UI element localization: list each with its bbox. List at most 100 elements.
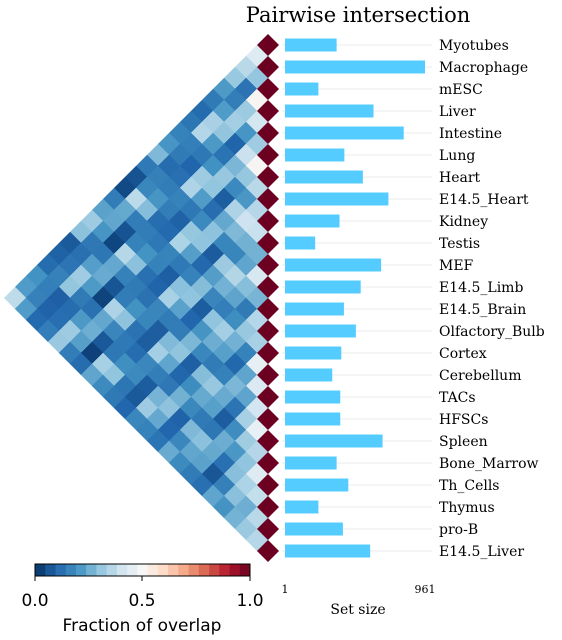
set-size-bar [285, 478, 349, 492]
colorbar-segment [116, 564, 128, 576]
set-size-bar [285, 192, 389, 206]
colorbar-segment [229, 564, 241, 576]
set-size-bar [285, 126, 404, 140]
colorbar-segment [65, 564, 77, 576]
category-label: MEF [439, 258, 474, 274]
category-label: Intestine [439, 126, 502, 142]
set-size-bar [285, 390, 341, 404]
diagonal-marker [257, 430, 279, 452]
category-label: pro-B [439, 522, 478, 538]
set-size-bar [285, 82, 319, 96]
diagonal-marker [257, 408, 279, 430]
set-size-bar [285, 236, 316, 250]
set-size-max-label: 961 [415, 583, 436, 596]
category-label: Th_Cells [439, 478, 500, 494]
set-size-bar [285, 500, 319, 514]
category-label: E14.5_Liver [439, 544, 524, 560]
set-size-bar [285, 412, 341, 426]
colorbar-segment [168, 564, 179, 576]
diagonal-marker [257, 210, 279, 232]
diagonal-marker [257, 386, 279, 408]
category-label: Bone_Marrow [439, 456, 539, 472]
diagonal-marker [257, 342, 279, 364]
set-size-bar [285, 280, 361, 294]
colorbar-segment [188, 564, 200, 576]
diagonal-marker [257, 452, 279, 474]
diagonal-marker [257, 122, 279, 144]
category-label: Spleen [439, 434, 488, 450]
category-label: Lung [439, 148, 475, 164]
category-label: Olfactory_Bulb [439, 324, 545, 340]
category-label: E14.5_Heart [439, 192, 529, 208]
colorbar-tick-0: 0.0 [21, 591, 48, 611]
colorbar-label: Fraction of overlap [63, 616, 222, 636]
category-label: Cerebellum [439, 368, 521, 384]
colorbar-segment [137, 564, 148, 576]
set-size-bar [285, 38, 337, 52]
set-size-bar [285, 434, 383, 448]
category-label: Macrophage [439, 60, 528, 76]
colorbar-segment [209, 564, 220, 576]
colorbar-tick-2: 1.0 [236, 591, 263, 611]
colorbar [34, 563, 251, 581]
category-label: TACs [439, 390, 476, 406]
category-labels: Myotubes Macrophage mESC Liver Intestine Lung… [439, 38, 545, 560]
category-label: E14.5_Brain [439, 302, 526, 318]
set-size-bar [285, 170, 363, 184]
colorbar-segment [147, 564, 159, 576]
diagonal-marker [257, 144, 279, 166]
diagonal-marker [257, 254, 279, 276]
colorbar-segment [75, 564, 87, 576]
colorbar-segment [35, 564, 46, 576]
category-label: Thymus [439, 500, 495, 516]
diagonal-marker [257, 320, 279, 342]
category-label: Testis [439, 236, 480, 252]
colorbar-segment [45, 564, 56, 576]
diagonal-markers [257, 34, 279, 562]
set-size-bars [285, 38, 425, 558]
category-label: HFSCs [439, 412, 488, 428]
diagonal-marker [257, 540, 279, 562]
set-size-axis-label: Set size [330, 602, 385, 618]
category-label: Heart [439, 170, 481, 186]
category-label: Liver [439, 104, 476, 120]
set-size-bar [285, 544, 371, 558]
diagonal-marker [257, 496, 279, 518]
colorbar-segment [96, 564, 107, 576]
set-size-bar [285, 302, 344, 316]
set-size-min-label: 1 [282, 583, 289, 596]
diagonal-marker [257, 166, 279, 188]
category-label: Kidney [439, 214, 488, 230]
diagonal-marker [257, 34, 279, 56]
diagonal-marker [257, 298, 279, 320]
chart-title: Pairwise intersection [246, 3, 470, 27]
diagonal-marker [257, 518, 279, 540]
set-size-bar [285, 214, 340, 228]
diagonal-marker [257, 276, 279, 298]
diagonal-marker [257, 56, 279, 78]
colorbar-segment [106, 564, 118, 576]
category-label: Cortex [439, 346, 487, 362]
diagonal-marker [257, 474, 279, 496]
set-size-bar [285, 456, 337, 470]
set-size-bar [285, 346, 342, 360]
colorbar-segment [198, 564, 210, 576]
colorbar-segment [157, 564, 169, 576]
row-gridlines [282, 44, 432, 552]
diagonal-marker [257, 232, 279, 254]
colorbar-segment [127, 564, 138, 576]
colorbar-segment [239, 564, 251, 576]
category-label: mESC [439, 82, 483, 98]
diagonal-marker [257, 364, 279, 386]
set-size-bar [285, 522, 343, 536]
set-size-bar [285, 258, 382, 272]
set-size-bar [285, 104, 374, 118]
colorbar-tick-1: 0.5 [128, 591, 155, 611]
colorbar-segment [86, 564, 97, 576]
diagonal-marker [257, 100, 279, 122]
diagonal-marker [257, 78, 279, 100]
colorbar-segment [55, 564, 67, 576]
colorbar-segment [219, 564, 230, 576]
category-label: Myotubes [439, 38, 509, 54]
